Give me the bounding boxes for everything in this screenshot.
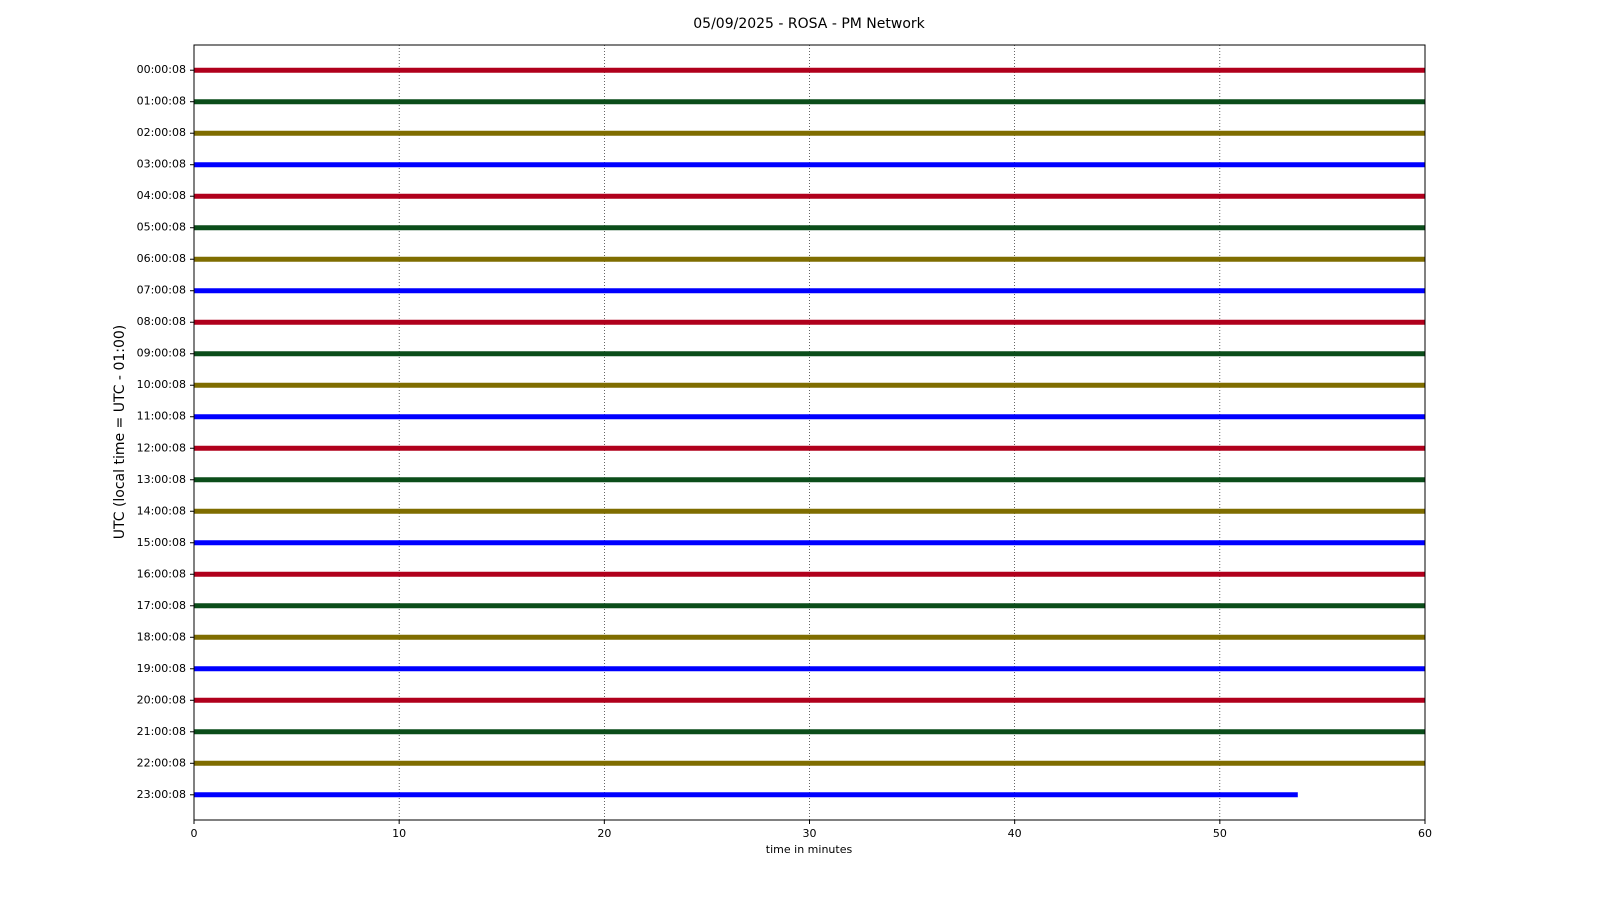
y-tick-label: 12:00:08 bbox=[137, 441, 186, 454]
y-tick-label: 13:00:08 bbox=[137, 473, 186, 486]
y-tick-label: 05:00:08 bbox=[137, 221, 186, 234]
y-tick-label: 06:00:08 bbox=[137, 252, 186, 265]
y-tick-label: 03:00:08 bbox=[137, 158, 186, 171]
x-tick-label: 30 bbox=[803, 827, 817, 840]
y-tick-label: 10:00:08 bbox=[137, 378, 186, 391]
y-tick-label: 00:00:08 bbox=[137, 63, 186, 76]
y-tick-label: 23:00:08 bbox=[137, 788, 186, 801]
y-tick-label: 20:00:08 bbox=[137, 693, 186, 706]
y-tick-label: 15:00:08 bbox=[137, 536, 186, 549]
y-tick-label: 18:00:08 bbox=[137, 630, 186, 643]
y-axis-label: UTC (local time = UTC - 01:00) bbox=[112, 325, 128, 540]
y-tick-label: 17:00:08 bbox=[137, 599, 186, 612]
x-axis-label: time in minutes bbox=[766, 843, 853, 856]
y-tick-label: 14:00:08 bbox=[137, 504, 186, 517]
y-tick-label: 01:00:08 bbox=[137, 95, 186, 108]
y-tick-label: 04:00:08 bbox=[137, 189, 186, 202]
chart-title: 05/09/2025 - ROSA - PM Network bbox=[693, 16, 925, 32]
y-tick-label: 07:00:08 bbox=[137, 284, 186, 297]
x-tick-label: 60 bbox=[1418, 827, 1432, 840]
y-tick-label: 16:00:08 bbox=[137, 567, 186, 580]
y-tick-label: 08:00:08 bbox=[137, 315, 186, 328]
y-tick-label: 19:00:08 bbox=[137, 662, 186, 675]
y-tick-label: 11:00:08 bbox=[137, 410, 186, 423]
plot-frame bbox=[193, 44, 1426, 821]
y-tick-label: 09:00:08 bbox=[137, 347, 186, 360]
x-tick-label: 50 bbox=[1213, 827, 1227, 840]
y-tick-label: 22:00:08 bbox=[137, 756, 186, 769]
y-tick-label: 02:00:08 bbox=[137, 126, 186, 139]
y-tick-label: 21:00:08 bbox=[137, 725, 186, 738]
x-tick-label: 10 bbox=[392, 827, 406, 840]
x-tick-label: 0 bbox=[191, 827, 198, 840]
x-tick-label: 20 bbox=[597, 827, 611, 840]
x-tick-label: 40 bbox=[1008, 827, 1022, 840]
